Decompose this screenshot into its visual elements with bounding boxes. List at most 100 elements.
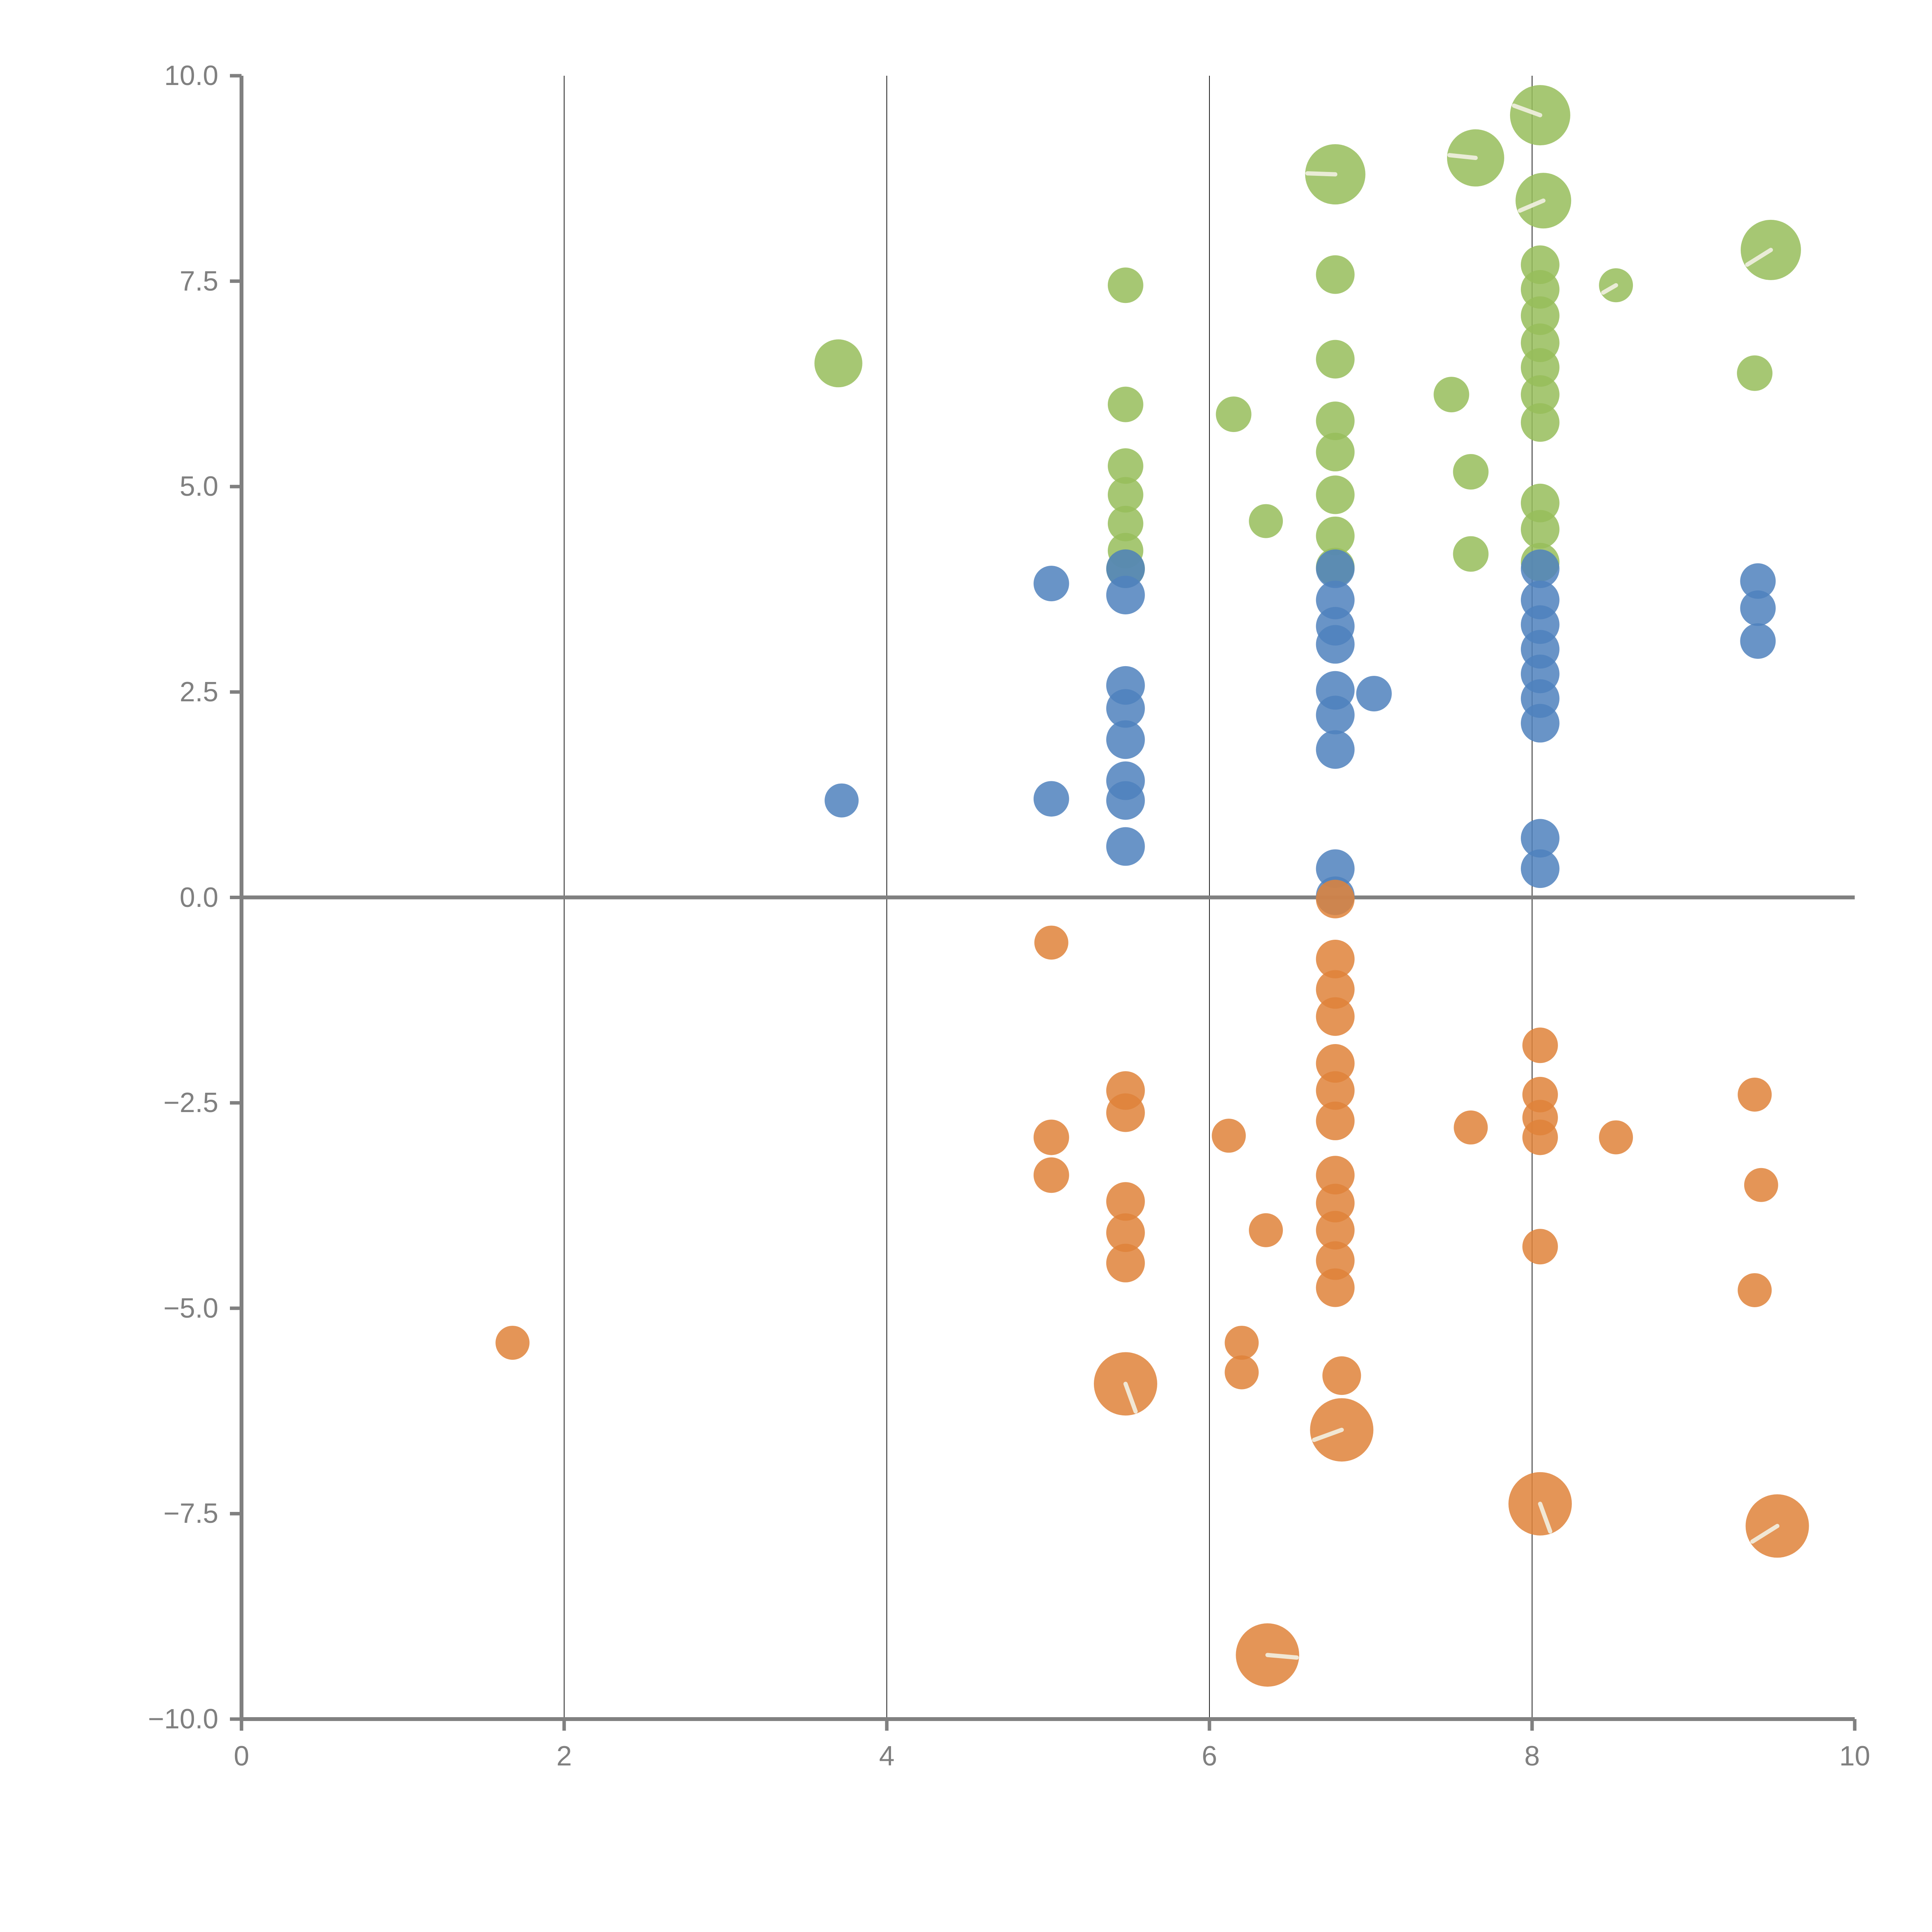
series-green xyxy=(814,85,1801,588)
data-point-marker[interactable] xyxy=(1106,1243,1145,1282)
data-point-marker[interactable] xyxy=(1316,730,1355,769)
marker-radial-tick xyxy=(1123,1381,1138,1414)
data-point-marker[interactable] xyxy=(1316,625,1355,664)
data-point-marker[interactable] xyxy=(1316,849,1355,888)
data-point-marker[interactable] xyxy=(1316,879,1355,918)
marker-radial-tick xyxy=(1265,1653,1299,1660)
marker-radial-tick xyxy=(1745,248,1773,267)
data-point-marker[interactable] xyxy=(1520,296,1560,335)
data-point-marker[interactable] xyxy=(1107,477,1143,513)
data-point-marker[interactable] xyxy=(1520,375,1560,414)
data-point-marker[interactable] xyxy=(1225,1326,1259,1360)
data-point-marker[interactable] xyxy=(1316,1071,1355,1110)
data-point-marker[interactable] xyxy=(1106,689,1145,728)
data-point-marker[interactable] xyxy=(825,783,859,818)
data-point-marker[interactable] xyxy=(1738,1077,1772,1112)
data-point-marker[interactable] xyxy=(1520,704,1560,743)
data-point-marker[interactable] xyxy=(1106,720,1145,759)
marker-radial-tick xyxy=(1512,103,1543,117)
data-point-marker[interactable] xyxy=(1249,504,1283,538)
data-point-marker[interactable] xyxy=(1316,1241,1355,1280)
data-point-marker[interactable] xyxy=(1106,1093,1145,1132)
data-point-marker[interactable] xyxy=(1316,401,1355,440)
x-axis-tick-label: 4 xyxy=(879,1741,895,1772)
data-point-marker[interactable] xyxy=(1520,348,1560,387)
data-point-marker[interactable] xyxy=(1316,696,1355,735)
data-point-marker[interactable] xyxy=(1740,623,1776,659)
data-point-marker[interactable] xyxy=(1106,1182,1145,1221)
marker-radial-tick xyxy=(1750,1524,1780,1544)
data-point-marker[interactable] xyxy=(1033,1157,1069,1193)
y-axis-tick-label: 0.0 xyxy=(179,882,218,913)
data-point-marker[interactable] xyxy=(1453,454,1489,490)
data-point-marker[interactable] xyxy=(1522,1229,1558,1265)
data-point-marker[interactable] xyxy=(1520,510,1560,549)
data-point-marker[interactable] xyxy=(814,339,862,388)
data-point-marker[interactable] xyxy=(1107,505,1143,541)
data-point-marker[interactable] xyxy=(1520,849,1560,888)
data-point-marker[interactable] xyxy=(1316,939,1355,978)
data-point-marker[interactable] xyxy=(1316,1184,1355,1223)
data-point-marker[interactable] xyxy=(1316,1044,1355,1083)
data-point-marker[interactable] xyxy=(1520,819,1560,858)
data-point-marker[interactable] xyxy=(1599,1120,1633,1155)
axis-ticks-group xyxy=(230,74,1857,1731)
data-point-marker[interactable] xyxy=(1740,563,1776,599)
x-axis-tick-label: 6 xyxy=(1201,1741,1218,1772)
data-point-marker[interactable] xyxy=(1453,536,1489,572)
data-point-marker[interactable] xyxy=(1212,1119,1246,1153)
data-point-marker[interactable] xyxy=(1316,516,1355,555)
data-point-marker[interactable] xyxy=(1740,590,1776,626)
data-point-marker[interactable] xyxy=(1316,970,1355,1009)
data-point-marker[interactable] xyxy=(1033,1119,1069,1155)
data-point-marker[interactable] xyxy=(1316,1268,1355,1307)
data-point-marker[interactable] xyxy=(1316,997,1355,1036)
data-point-marker[interactable] xyxy=(1225,1355,1259,1389)
data-point-marker[interactable] xyxy=(1034,925,1068,960)
data-point-marker[interactable] xyxy=(1316,475,1355,514)
data-point-marker[interactable] xyxy=(1106,827,1145,866)
data-point-marker[interactable] xyxy=(1744,1168,1778,1202)
data-point-marker[interactable] xyxy=(495,1326,530,1360)
x-axis-tick-label: 10 xyxy=(1839,1741,1871,1772)
data-point-marker[interactable] xyxy=(1107,386,1143,422)
data-point-marker[interactable] xyxy=(1107,448,1143,484)
marker-radial-tick xyxy=(1447,153,1478,160)
data-point-marker[interactable] xyxy=(1522,1027,1558,1063)
data-point-marker[interactable] xyxy=(1033,566,1069,602)
data-point-marker[interactable] xyxy=(1520,403,1560,442)
data-point-marker[interactable] xyxy=(1738,1273,1772,1307)
data-point-marker[interactable] xyxy=(1033,781,1069,817)
data-point-marker[interactable] xyxy=(1106,575,1145,614)
data-point-marker[interactable] xyxy=(1316,1211,1355,1250)
data-point-marker[interactable] xyxy=(1216,396,1252,432)
data-point-marker[interactable] xyxy=(1107,267,1143,303)
data-point-marker[interactable] xyxy=(1316,255,1355,294)
data-point-marker[interactable] xyxy=(1322,1356,1361,1395)
x-axis-tick-label: 8 xyxy=(1524,1741,1540,1772)
x-axis-tick-label: 2 xyxy=(556,1741,572,1772)
data-point-marker[interactable] xyxy=(1316,549,1355,588)
y-axis-tick-label: 10.0 xyxy=(164,60,218,91)
data-point-marker[interactable] xyxy=(1106,781,1145,820)
data-point-marker[interactable] xyxy=(1316,340,1355,379)
series-blue xyxy=(825,549,1776,915)
marker-radial-tick xyxy=(1538,1502,1553,1534)
y-axis-tick-label: 7.5 xyxy=(179,265,218,297)
data-point-marker[interactable] xyxy=(1316,1101,1355,1140)
data-point-marker[interactable] xyxy=(1520,549,1560,588)
data-point-marker[interactable] xyxy=(1316,1156,1355,1195)
data-point-marker[interactable] xyxy=(1522,1119,1558,1155)
y-axis-tick-label: 5.0 xyxy=(179,471,218,502)
data-point-marker[interactable] xyxy=(1434,377,1469,413)
data-point-marker[interactable] xyxy=(1454,1110,1488,1145)
data-point-marker[interactable] xyxy=(1356,676,1392,712)
data-point-marker[interactable] xyxy=(1737,355,1773,391)
data-point-marker[interactable] xyxy=(1249,1213,1283,1247)
data-markers-group xyxy=(495,85,1809,1687)
data-point-marker[interactable] xyxy=(1316,432,1355,471)
y-axis-tick-label: 2.5 xyxy=(179,676,218,707)
data-point-marker[interactable] xyxy=(1106,1213,1145,1252)
marker-radial-tick xyxy=(1601,283,1618,295)
